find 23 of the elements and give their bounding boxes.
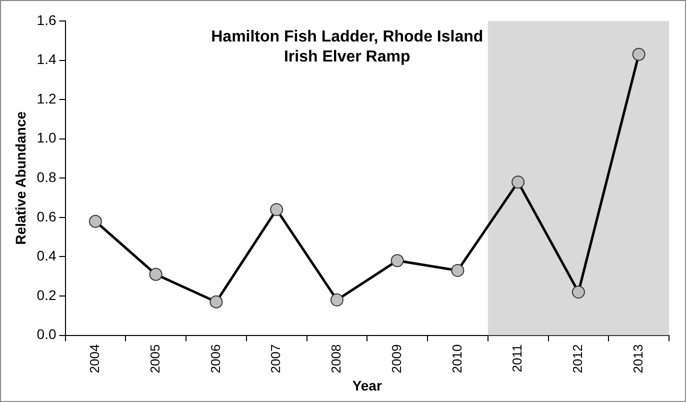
x-tick-label: 2005 (147, 344, 162, 374)
x-tick-label: 2011 (510, 344, 525, 372)
y-tick-label: 0.4 (36, 248, 56, 264)
x-tick-label: 2006 (208, 344, 223, 374)
x-axis-title: Year (352, 377, 382, 394)
chart-title: Hamilton Fish Ladder, Rhode Island (211, 28, 484, 46)
x-tick-label: 2010 (449, 344, 464, 374)
x-tick-label: 2012 (570, 344, 586, 374)
y-tick-label: 1.6 (36, 12, 56, 28)
y-tick-label: 1.4 (36, 51, 56, 68)
x-tick-label: 2007 (268, 344, 284, 374)
y-axis-title: Relative Abundance (12, 111, 28, 245)
x-tick-label: 2013 (630, 344, 646, 374)
y-tick-label: 0.0 (36, 326, 56, 342)
y-tick-label: 0.6 (36, 208, 56, 224)
x-tick-label: 2008 (328, 344, 344, 374)
text: Irish Elver Ramp (284, 48, 410, 66)
x-tick-label: 2004 (87, 344, 102, 374)
x-tick-label: 2009 (388, 344, 404, 374)
y-tick-label: 0.2 (36, 286, 56, 303)
y-tick-label: 0.8 (36, 169, 56, 185)
y-tick-label: 1.2 (36, 90, 56, 106)
y-tick-label: 1.0 (36, 130, 56, 146)
